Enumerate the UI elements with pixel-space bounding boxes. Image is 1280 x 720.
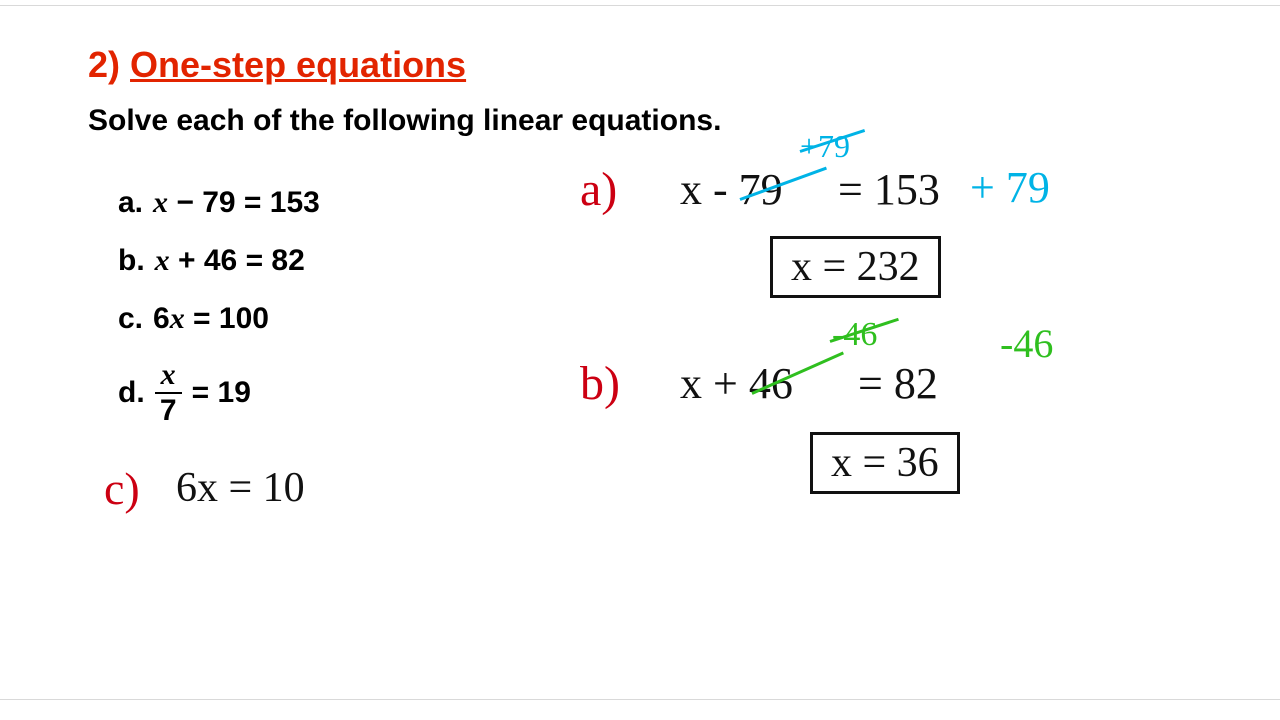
work-b-eq-right: = 82	[858, 358, 938, 409]
problem-label: b.	[118, 244, 145, 278]
section-heading: 2) One-step equations	[88, 44, 466, 86]
problem-label: c.	[118, 302, 143, 336]
equals: = 19	[192, 376, 251, 410]
problem-d: d. x 7 = 19	[118, 360, 320, 426]
fraction-numerator: x	[155, 360, 182, 394]
problem-list: a. x − 79 = 153 b. x + 46 = 82 c. 6x = 1…	[118, 186, 320, 450]
problem-label: d.	[118, 376, 145, 410]
work-b-note-right: -46	[1000, 320, 1053, 367]
problem-label: a.	[118, 186, 143, 220]
work-b-label: b)	[580, 356, 620, 411]
fraction-denominator: 7	[160, 394, 177, 426]
work-c-partial: 6x = 10	[176, 464, 305, 512]
work-b-answer: x = 36	[810, 432, 960, 494]
work-a-answer: x = 232	[770, 236, 941, 298]
work-c-label: c)	[104, 462, 140, 515]
problem-a: a. x − 79 = 153	[118, 186, 320, 220]
bottom-edge-decor	[0, 699, 1280, 700]
heading-text: One-step equations	[130, 44, 466, 85]
heading-number: 2)	[88, 44, 120, 85]
work-a-eq-right: = 153	[838, 164, 940, 215]
top-edge-decor	[0, 0, 1280, 6]
work-a-note-right: + 79	[970, 162, 1050, 213]
instruction-text: Solve each of the following linear equat…	[88, 104, 721, 138]
problem-c: c. 6x = 100	[118, 302, 320, 336]
problem-b: b. x + 46 = 82	[118, 244, 320, 278]
fraction: x 7	[155, 360, 182, 426]
work-a-label: a)	[580, 162, 617, 217]
